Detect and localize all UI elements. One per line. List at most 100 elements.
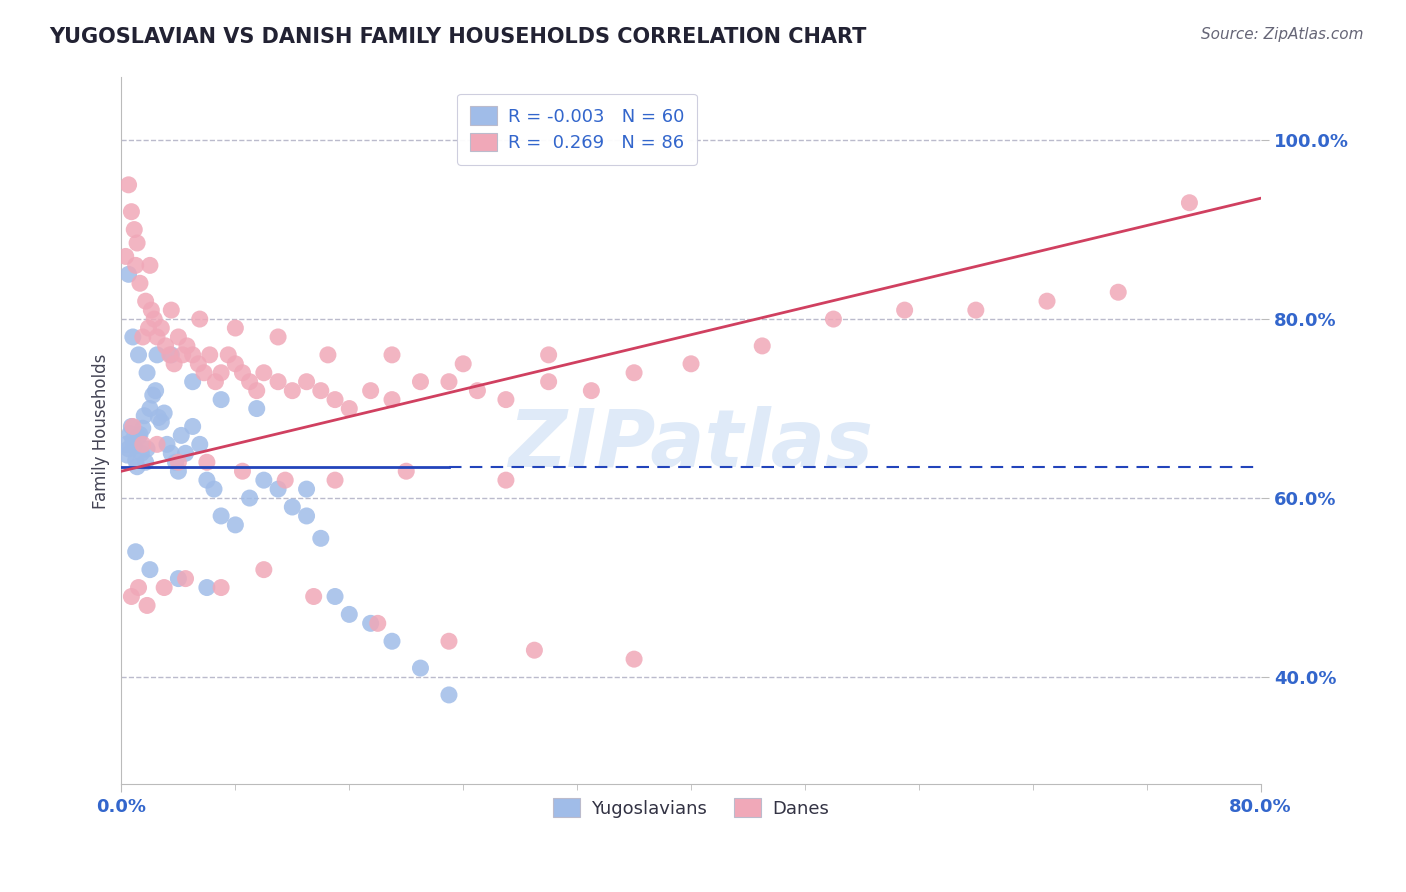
Point [239, 491, 262, 505]
Point [231, 464, 253, 478]
Point [167, 455, 190, 469]
Point [136, 442, 159, 456]
Point [302, 590, 325, 604]
Point [224, 357, 246, 371]
Point [170, 428, 193, 442]
Point [167, 464, 190, 478]
Point [198, 348, 221, 362]
Point [153, 406, 176, 420]
Point [118, 426, 141, 441]
Point [253, 563, 276, 577]
Point [139, 259, 162, 273]
Point [381, 348, 404, 362]
Point [323, 473, 346, 487]
Point [156, 437, 179, 451]
Point [176, 339, 198, 353]
Point [246, 401, 269, 416]
Point [136, 599, 159, 613]
Point [153, 581, 176, 595]
Point [224, 517, 246, 532]
Point [193, 366, 215, 380]
Point [150, 321, 173, 335]
Point [823, 312, 845, 326]
Point [267, 482, 290, 496]
Point [121, 419, 143, 434]
Point [141, 303, 163, 318]
Point [281, 384, 304, 398]
Point [146, 437, 169, 451]
Point [163, 357, 186, 371]
Point [188, 437, 211, 451]
Point [360, 616, 382, 631]
Point [1036, 294, 1059, 309]
Point [135, 294, 157, 309]
Point [165, 455, 187, 469]
Point [114, 437, 136, 451]
Point [129, 277, 152, 291]
Point [309, 384, 332, 398]
Point [146, 330, 169, 344]
Point [128, 348, 150, 362]
Text: Source: ZipAtlas.com: Source: ZipAtlas.com [1201, 27, 1364, 42]
Point [209, 581, 232, 595]
Point [409, 375, 432, 389]
Point [395, 464, 418, 478]
Point [224, 321, 246, 335]
Point [209, 508, 232, 523]
Point [267, 375, 290, 389]
Point [239, 375, 262, 389]
Point [202, 482, 225, 496]
Point [381, 392, 404, 407]
Point [143, 312, 166, 326]
Point [209, 366, 232, 380]
Point [117, 442, 139, 456]
Point [125, 545, 148, 559]
Point [295, 508, 318, 523]
Point [751, 339, 773, 353]
Point [274, 473, 297, 487]
Point [437, 375, 460, 389]
Point [965, 303, 987, 318]
Point [437, 634, 460, 648]
Point [187, 357, 209, 371]
Point [246, 384, 269, 398]
Point [679, 357, 702, 371]
Legend: Yugoslavians, Danes: Yugoslavians, Danes [546, 791, 837, 825]
Point [167, 330, 190, 344]
Point [253, 366, 276, 380]
Point [451, 357, 474, 371]
Point [281, 500, 304, 514]
Point [128, 430, 150, 444]
Point [122, 222, 145, 236]
Point [495, 392, 517, 407]
Point [138, 321, 160, 335]
Point [155, 339, 177, 353]
Point [893, 303, 915, 318]
Point [195, 473, 218, 487]
Point [131, 446, 153, 460]
Point [367, 616, 389, 631]
Point [360, 384, 382, 398]
Point [150, 415, 173, 429]
Point [623, 652, 645, 666]
Point [323, 590, 346, 604]
Point [337, 401, 360, 416]
Point [135, 455, 157, 469]
Point [121, 330, 143, 344]
Point [132, 330, 155, 344]
Point [127, 459, 149, 474]
Point [172, 348, 194, 362]
Point [467, 384, 489, 398]
Point [114, 249, 136, 263]
Point [253, 473, 276, 487]
Point [142, 388, 165, 402]
Point [117, 268, 139, 282]
Point [316, 348, 339, 362]
Point [337, 607, 360, 622]
Point [1107, 285, 1129, 300]
Y-axis label: Family Households: Family Households [93, 353, 110, 508]
Point [120, 590, 142, 604]
Point [128, 581, 150, 595]
Point [134, 409, 156, 423]
Point [295, 482, 318, 496]
